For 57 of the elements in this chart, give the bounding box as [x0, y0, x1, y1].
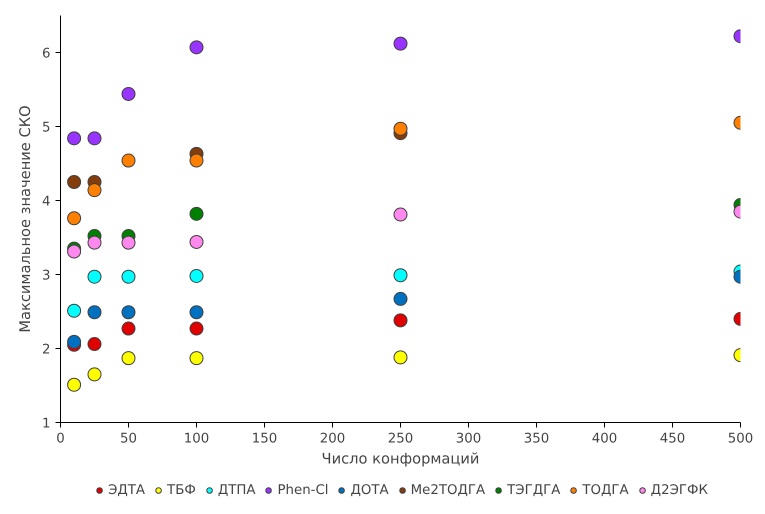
x-tick-label: 50	[120, 432, 137, 446]
point	[122, 305, 136, 320]
y-tick-label: 4	[42, 194, 51, 210]
point	[190, 154, 204, 168]
y-tick-label: 2	[42, 342, 51, 358]
y-tick-label: 1	[42, 416, 51, 432]
point	[88, 337, 102, 352]
point	[190, 305, 204, 320]
x-tick-label: 250	[388, 432, 414, 446]
legend-label: Me2ТОДГА	[410, 482, 486, 498]
x-tick-label: 350	[524, 432, 550, 446]
point	[88, 305, 102, 320]
legend-label: ДОТА	[350, 482, 389, 498]
point	[122, 322, 136, 336]
legend-label: Phen-Cl	[278, 482, 328, 498]
x-axis-title: Число конформаций	[322, 450, 480, 468]
point	[88, 367, 102, 382]
y-axis-title: Максимальное значение СКО	[17, 105, 34, 333]
point	[67, 334, 82, 349]
legend-label: ТБФ	[167, 482, 196, 498]
point	[67, 304, 82, 318]
point	[88, 236, 102, 250]
point	[190, 351, 204, 366]
x-tick-label: 500	[728, 432, 754, 446]
legend-label: ТОДГА	[582, 482, 629, 498]
point	[122, 270, 136, 284]
legend-label: ЭДТА	[108, 482, 146, 498]
point	[122, 236, 136, 250]
point	[190, 322, 204, 336]
x-tick-label: 0	[56, 432, 65, 446]
point	[190, 40, 204, 54]
point	[122, 154, 136, 168]
point	[67, 175, 82, 189]
legend-label: Д2ЭГФК	[650, 482, 708, 498]
x-tick-label: 450	[660, 432, 686, 446]
point	[122, 86, 136, 101]
y-tick-label: 5	[42, 120, 51, 136]
x-tick-label: 200	[320, 432, 346, 446]
x-tick-label: 150	[252, 432, 278, 446]
legend-label: ДТПА	[218, 482, 256, 498]
point	[190, 234, 204, 249]
point	[67, 131, 82, 146]
point	[190, 206, 204, 221]
x-tick-label: 100	[184, 432, 210, 446]
x-tick-label: 300	[456, 432, 482, 446]
point	[67, 211, 82, 226]
y-tick-label: 3	[42, 268, 51, 284]
point	[67, 378, 82, 392]
legend-label: ТЭГДГА	[507, 482, 560, 498]
point	[88, 183, 102, 198]
point	[190, 268, 204, 283]
point	[67, 244, 82, 259]
point	[88, 270, 102, 284]
x-tick-label: 400	[592, 432, 618, 446]
point	[122, 351, 136, 366]
y-tick-label: 6	[42, 46, 51, 62]
point	[88, 131, 102, 146]
